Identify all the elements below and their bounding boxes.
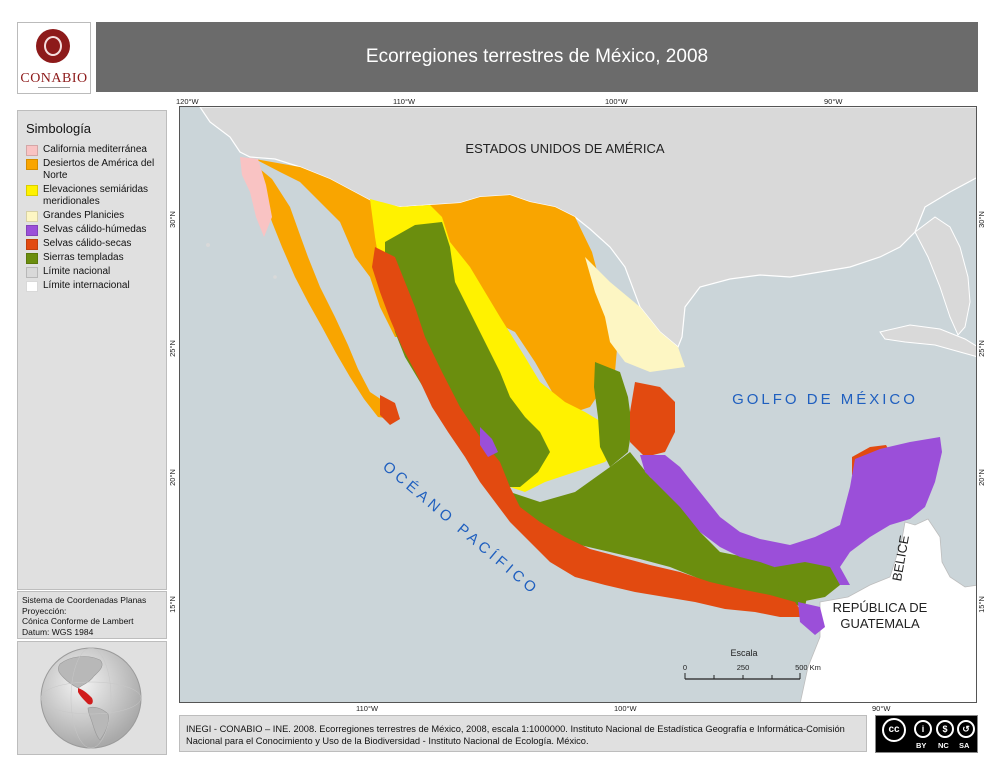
lon-tick-top: 90°W	[824, 97, 843, 106]
legend-label: Grandes Planicies	[43, 210, 125, 221]
cuba-landmass	[879, 324, 976, 357]
legend-label: Desiertos de América del Norte	[43, 158, 155, 181]
legend-swatch	[26, 253, 38, 264]
lon-tick-top: 120°W	[176, 97, 199, 106]
license-by: BY	[916, 741, 927, 750]
region-selvas-calido-humedas	[640, 437, 942, 585]
legend-item-selvas-calido-humedas: Selvas cálido-húmedas	[26, 224, 166, 236]
locator-globe	[40, 647, 142, 749]
legend-item-selvas-calido-secas: Selvas cálido-secas	[26, 238, 166, 250]
region-grandes-planicies	[585, 257, 685, 372]
projection-line: Cónica Conforme de Lambert	[22, 616, 134, 626]
legend-swatch	[26, 145, 38, 156]
legend-swatch	[26, 225, 38, 236]
guatemala-landmass	[800, 518, 976, 702]
legend-title: Simbología	[26, 121, 92, 136]
legend-item-desiertos: Desiertos de América del Norte	[26, 158, 166, 182]
lat-tick-right: 30°N	[976, 211, 986, 228]
lat-tick-left: 25°N	[167, 340, 177, 357]
region-desiertos-norte	[255, 159, 618, 412]
lon-tick-bottom: 90°W	[872, 704, 891, 713]
lon-tick-bottom: 110°W	[356, 704, 379, 713]
region-baja-cabo	[380, 395, 400, 425]
florida-landmass	[914, 216, 971, 336]
lat-tick-right: 25°N	[976, 340, 986, 357]
legend-label: Selvas cálido-húmedas	[43, 224, 147, 235]
lat-tick-left: 30°N	[167, 211, 177, 228]
legend-item-sierras-templadas: Sierras templadas	[26, 252, 166, 264]
label-guatemala-1: REPÚBLICA DE	[833, 600, 928, 615]
scale-label-0: 0	[683, 663, 687, 672]
label-usa: ESTADOS UNIDOS DE AMÉRICA	[465, 141, 664, 156]
logo-divider	[38, 87, 70, 88]
share-alike-icon: ↺	[957, 720, 975, 738]
scale-bar: Escala 0 250 500 Km	[683, 648, 821, 680]
lon-tick-top: 100°W	[605, 97, 628, 106]
lon-tick-bottom: 100°W	[614, 704, 637, 713]
legend-item-limite-nacional: Límite nacional	[26, 266, 166, 278]
map-title: Ecorregiones terrestres de México, 2008	[365, 46, 709, 67]
region-selvas-calido-humedas-chiapas	[798, 602, 825, 635]
legend-label: California mediterránea	[43, 144, 147, 155]
citation-text: INEGI - CONABIO – INE. 2008. Ecorregione…	[179, 715, 867, 752]
cc-icon: cc	[882, 718, 906, 742]
legend-label: Límite internacional	[43, 280, 130, 291]
cc-license-badge[interactable]: cc i $ ↺ BY NC SA	[875, 715, 978, 753]
island	[206, 243, 210, 247]
legend-list: California mediterránea Desiertos de Amé…	[26, 144, 166, 294]
lat-tick-right: 15°N	[976, 596, 986, 613]
region-sierras-templadas-chiapas	[775, 562, 840, 602]
conabio-logo: CONABIO	[17, 22, 91, 94]
region-selvas-calido-humedas-oeste	[480, 427, 498, 457]
projection-line: Sistema de Coordenadas Planas	[22, 595, 147, 605]
legend-label: Límite nacional	[43, 266, 111, 277]
legend-item-california-mediterranea: California mediterránea	[26, 144, 166, 156]
region-baja-california	[248, 159, 392, 419]
scale-title: Escala	[730, 648, 757, 658]
legend-item-limite-internacional: Límite internacional	[26, 280, 166, 292]
legend-label: Elevaciones semiáridas meridionales	[43, 184, 149, 207]
non-commercial-icon: $	[936, 720, 954, 738]
locator-globe-panel	[17, 641, 167, 755]
ecoregion-map: ESTADOS UNIDOS DE AMÉRICA GOLFO DE MÉXIC…	[199, 107, 976, 702]
legend-swatch	[26, 281, 38, 292]
region-sierras-templadas-sur	[480, 452, 810, 607]
region-selvas-calido-secas-pacifico	[372, 247, 805, 617]
legend-label: Sierras templadas	[43, 252, 124, 263]
lat-tick-right: 20°N	[976, 469, 986, 486]
region-sierras-templadas-occidental	[385, 222, 550, 487]
legend-swatch	[26, 267, 38, 278]
mexico-highlight	[78, 688, 93, 705]
legend-swatch	[26, 185, 38, 196]
label-guatemala-2: GUATEMALA	[840, 616, 920, 631]
legend-panel: Simbología California mediterránea Desie…	[17, 110, 167, 590]
legend-label: Selvas cálido-secas	[43, 238, 132, 249]
scale-label-250: 250	[737, 663, 750, 672]
region-selvas-calido-secas-golfo	[630, 382, 675, 457]
lon-tick-top: 110°W	[393, 97, 416, 106]
label-gulf: GOLFO DE MÉXICO	[732, 391, 918, 408]
region-sierras-templadas-oriental	[594, 362, 632, 467]
legend-item-elevaciones: Elevaciones semiáridas meridionales	[26, 184, 166, 208]
legend-swatch	[26, 239, 38, 250]
region-california-mediterranea	[240, 157, 272, 237]
projection-line: Proyección:	[22, 605, 67, 616]
legend-item-grandes-planicies: Grandes Planicies	[26, 210, 166, 222]
legend-swatch	[26, 159, 38, 170]
legend-swatch	[26, 211, 38, 222]
title-bar: Ecorregiones terrestres de México, 2008	[96, 22, 978, 92]
license-sa: SA	[959, 741, 970, 750]
island	[273, 275, 277, 279]
attribution-icon: i	[914, 720, 932, 738]
projection-line: Datum: WGS 1984	[22, 626, 94, 637]
map-frame: ESTADOS UNIDOS DE AMÉRICA GOLFO DE MÉXIC…	[179, 106, 977, 703]
lat-tick-left: 20°N	[167, 469, 177, 486]
scale-label-500: 500 Km	[795, 663, 821, 672]
license-nc: NC	[938, 741, 949, 750]
lat-tick-left: 15°N	[167, 596, 177, 613]
conabio-emblem-icon	[36, 29, 70, 63]
logo-text: CONABIO	[20, 71, 88, 86]
projection-info: Sistema de Coordenadas Planas Proyección…	[17, 591, 167, 639]
